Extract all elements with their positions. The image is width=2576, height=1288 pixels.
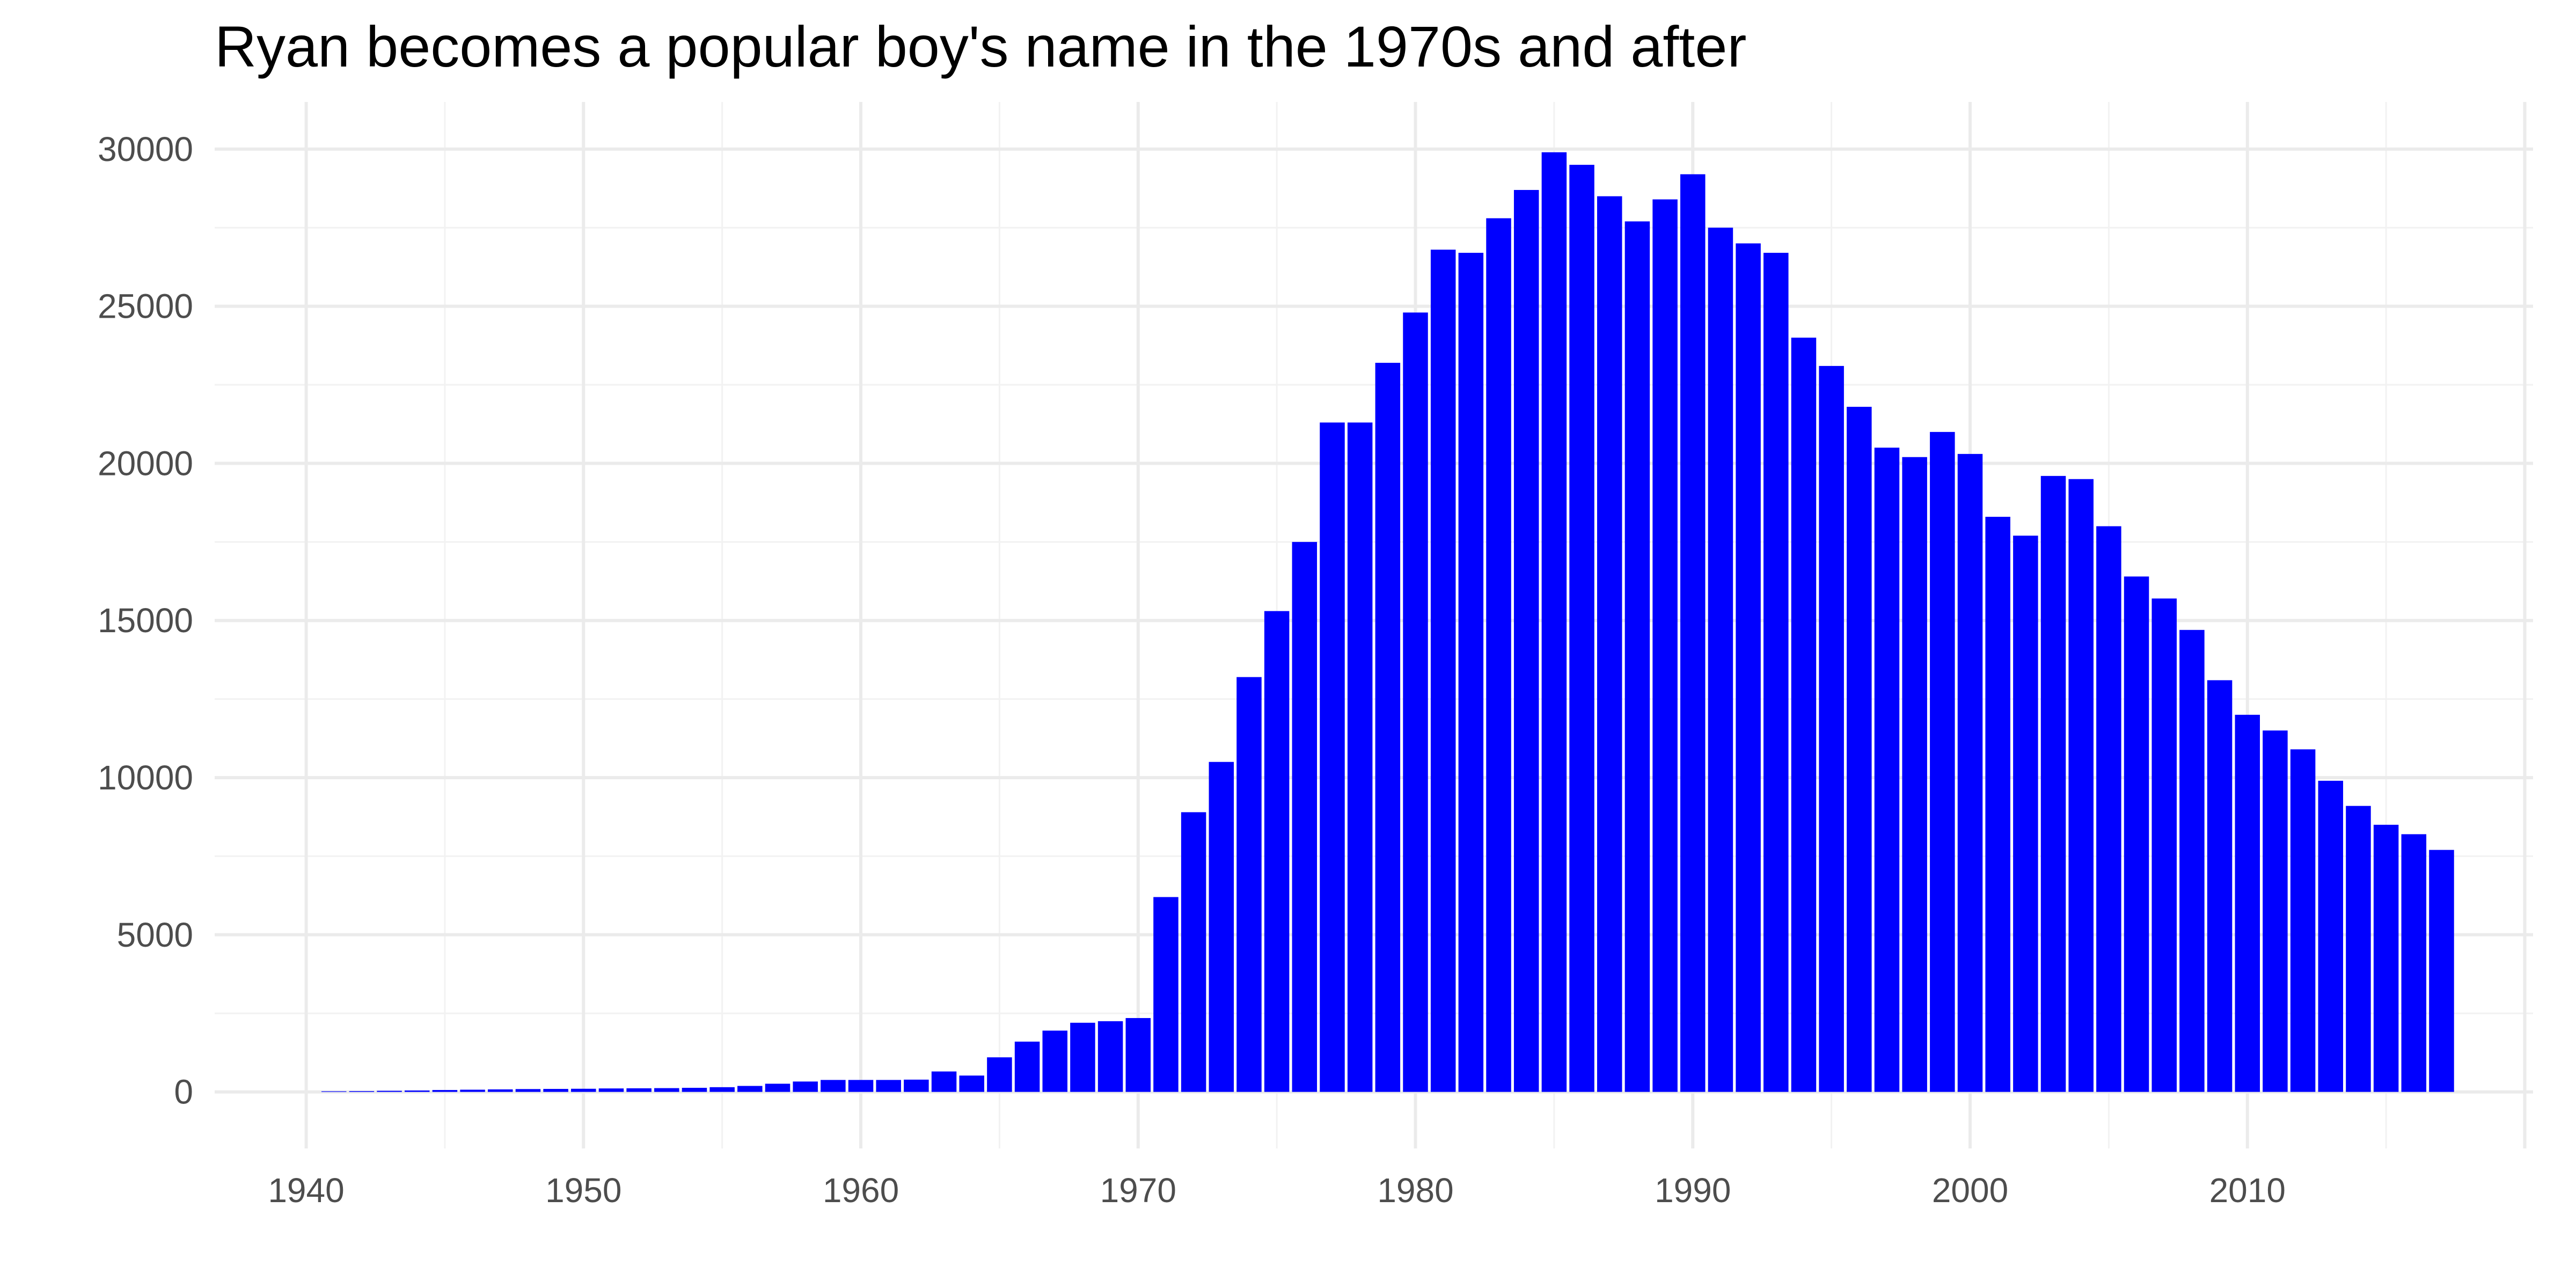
bar-1955	[709, 1087, 735, 1092]
bar-1999	[1930, 431, 1955, 1092]
bar-1965	[987, 1057, 1012, 1092]
bar-1998	[1902, 457, 1927, 1092]
bar-1952	[626, 1088, 652, 1092]
bar-2004	[2068, 479, 2094, 1092]
bar-2003	[2040, 475, 2066, 1092]
bar-1960	[848, 1080, 874, 1092]
y-tick-label: 10000	[98, 758, 193, 797]
bar-1978	[1347, 422, 1373, 1092]
bar-1997	[1874, 448, 1900, 1092]
bar-1945	[432, 1090, 458, 1092]
bar-1988	[1624, 221, 1650, 1092]
bar-1979	[1375, 363, 1401, 1092]
x-tick-label: 1940	[268, 1171, 344, 1210]
bar-2007	[2151, 598, 2177, 1092]
bar-1953	[654, 1088, 679, 1092]
y-tick-label: 5000	[117, 916, 193, 954]
bar-1962	[904, 1079, 929, 1092]
bar-1943	[377, 1091, 402, 1092]
bar-2015	[2373, 824, 2399, 1092]
x-tick-label: 1990	[1655, 1171, 1731, 1210]
y-tick-label: 20000	[98, 444, 193, 482]
bar-1990	[1680, 174, 1706, 1092]
bar-1971	[1153, 897, 1179, 1092]
y-tick-label: 25000	[98, 287, 193, 326]
bar-1982	[1458, 253, 1484, 1092]
bar-1961	[876, 1080, 901, 1092]
bar-1963	[931, 1071, 957, 1092]
bar-2012	[2290, 749, 2316, 1092]
bar-1991	[1708, 228, 1733, 1092]
bar-1986	[1569, 165, 1594, 1092]
bar-1981	[1430, 250, 1456, 1092]
bar-1951	[598, 1088, 624, 1092]
bar-1964	[959, 1075, 984, 1092]
bar-1947	[487, 1089, 513, 1092]
bar-1941	[321, 1091, 347, 1092]
bar-1957	[765, 1084, 791, 1092]
bar-1946	[460, 1089, 485, 1092]
bar-2014	[2346, 806, 2371, 1092]
bar-1980	[1403, 312, 1428, 1092]
bar-1985	[1541, 152, 1567, 1092]
bar-1973	[1209, 762, 1234, 1092]
x-tick-label: 1970	[1100, 1171, 1176, 1210]
bar-2009	[2207, 680, 2233, 1092]
bar-1948	[515, 1089, 541, 1092]
bar-1995	[1819, 365, 1844, 1092]
y-tick-label: 15000	[98, 601, 193, 640]
bar-1956	[737, 1086, 763, 1092]
bar-1993	[1763, 253, 1789, 1092]
bar-1968	[1070, 1022, 1095, 1092]
bar-1992	[1736, 243, 1761, 1092]
bar-2011	[2263, 730, 2288, 1092]
bar-1974	[1236, 677, 1262, 1092]
bar-2010	[2235, 714, 2260, 1092]
bar-2016	[2401, 834, 2427, 1092]
x-axis-tick-labels: 1940 1950 1960 1970 1980 1990 2000 2010	[268, 1171, 2286, 1210]
bar-1942	[349, 1091, 375, 1092]
bar-1958	[793, 1081, 818, 1092]
x-tick-label: 2010	[2209, 1171, 2286, 1210]
bar-2013	[2318, 780, 2344, 1092]
bar-1983	[1486, 218, 1511, 1092]
bar-1954	[682, 1087, 707, 1092]
bar-2000	[1957, 453, 1983, 1092]
x-tick-label: 1960	[823, 1171, 899, 1210]
bar-1984	[1513, 189, 1539, 1092]
bar-2005	[2096, 526, 2121, 1092]
bar-1977	[1320, 422, 1345, 1092]
bar-1969	[1097, 1021, 1123, 1092]
y-tick-label: 30000	[98, 130, 193, 169]
bar-1987	[1597, 196, 1622, 1092]
bar-1966	[1014, 1041, 1040, 1092]
bar-1967	[1042, 1030, 1067, 1092]
bar-2006	[2124, 576, 2149, 1092]
bar-2002	[2013, 536, 2038, 1092]
bar-2017	[2429, 850, 2454, 1092]
y-tick-label: 0	[174, 1073, 193, 1111]
x-tick-label: 2000	[1932, 1171, 2008, 1210]
bar-2008	[2179, 630, 2205, 1092]
chart-title: Ryan becomes a popular boy's name in the…	[215, 14, 1747, 79]
x-tick-label: 1980	[1377, 1171, 1453, 1210]
bar-1970	[1125, 1018, 1151, 1092]
bar-1996	[1847, 407, 1872, 1092]
bar-1975	[1264, 611, 1290, 1092]
bar-1989	[1652, 199, 1678, 1092]
bar-1959	[821, 1080, 846, 1092]
bars	[321, 152, 2454, 1092]
bar-1950	[571, 1088, 596, 1092]
bar-1944	[404, 1090, 430, 1092]
y-axis-tick-labels: 0 5000 10000 15000 20000 25000 30000	[98, 130, 193, 1111]
bar-1949	[543, 1089, 568, 1092]
bar-1972	[1181, 812, 1206, 1092]
x-tick-label: 1950	[545, 1171, 621, 1210]
bar-1976	[1292, 541, 1318, 1092]
bar-1994	[1791, 338, 1817, 1092]
bar-2001	[1985, 516, 2010, 1092]
